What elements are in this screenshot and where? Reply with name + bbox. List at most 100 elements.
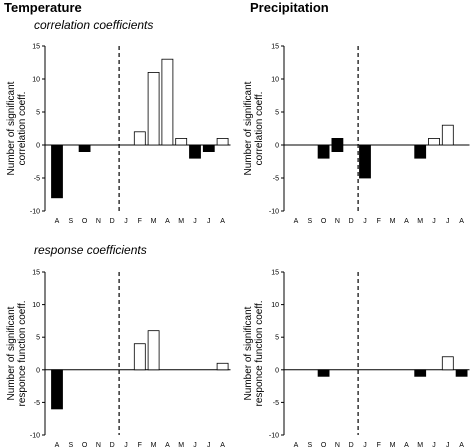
x-tick-label: M bbox=[417, 218, 423, 225]
x-tick-label: A bbox=[55, 442, 60, 448]
y-tick-label: 10 bbox=[32, 77, 40, 84]
bar bbox=[133, 343, 146, 371]
x-tick-label: J bbox=[193, 218, 197, 225]
temperature-header: Temperature bbox=[4, 0, 82, 15]
x-tick-label: M bbox=[178, 218, 184, 225]
x-tick-label: N bbox=[96, 218, 101, 225]
bar bbox=[133, 131, 146, 146]
bar bbox=[216, 362, 229, 371]
correlation-subtitle: correlation coefficients bbox=[34, 18, 154, 32]
bar bbox=[189, 144, 201, 159]
y-tick-label: 15 bbox=[271, 44, 279, 51]
x-tick-label: O bbox=[321, 442, 327, 448]
y-tick-label: -10 bbox=[269, 209, 279, 216]
y-axis-label: Number of significant responce function c… bbox=[243, 301, 265, 407]
x-tick-label: N bbox=[335, 442, 340, 448]
x-tick-label: J bbox=[124, 442, 128, 448]
y-tick-label: 0 bbox=[275, 367, 279, 374]
y-tick-label: 5 bbox=[36, 335, 40, 342]
y-axis-label: Number of significant correlation coeff. bbox=[243, 81, 265, 175]
y-tick-label: -5 bbox=[34, 400, 40, 407]
x-tick-label: M bbox=[390, 442, 396, 448]
bar bbox=[317, 369, 330, 377]
x-tick-label: A bbox=[404, 442, 409, 448]
y-axis-label-line: responce function coeff. bbox=[17, 301, 28, 407]
y-tick-label: 15 bbox=[32, 270, 40, 277]
y-axis-label-line: Number of significant bbox=[243, 306, 254, 400]
x-tick-label: M bbox=[151, 442, 157, 448]
precipitation-header: Precipitation bbox=[250, 0, 329, 15]
x-tick-label: O bbox=[82, 218, 88, 225]
bar bbox=[51, 369, 63, 410]
x-tick-label: J bbox=[363, 218, 367, 225]
y-axis-label-line: correlation coeff. bbox=[17, 92, 28, 166]
y-tick-label: -5 bbox=[273, 176, 279, 183]
x-tick-label: D bbox=[110, 442, 115, 448]
x-tick-label: A bbox=[165, 442, 170, 448]
x-tick-label: A bbox=[294, 218, 299, 225]
x-tick-label: S bbox=[307, 218, 312, 225]
x-tick-label: A bbox=[220, 218, 225, 225]
bar bbox=[78, 144, 91, 152]
x-tick-label: J bbox=[207, 218, 211, 225]
y-tick-label: 0 bbox=[36, 367, 40, 374]
x-tick-label: F bbox=[138, 218, 142, 225]
bar bbox=[428, 138, 440, 146]
x-tick-label: M bbox=[178, 442, 184, 448]
x-tick-label: A bbox=[55, 218, 60, 225]
y-axis-label-line: Number of significant bbox=[6, 306, 17, 400]
y-axis-label-line: responce function coeff. bbox=[254, 301, 265, 407]
temperature-response-chart: -10 -5 0 5 10 15 A S O N D J F M A M J J A Number of signif… bbox=[6, 270, 231, 448]
response-subtitle: response coefficients bbox=[34, 243, 147, 257]
bar bbox=[147, 330, 160, 371]
x-tick-label: J bbox=[124, 218, 128, 225]
x-tick-label: A bbox=[459, 442, 464, 448]
x-tick-label: N bbox=[335, 218, 340, 225]
x-tick-label: D bbox=[349, 218, 354, 225]
y-tick-label: 5 bbox=[275, 110, 279, 117]
x-tick-label: A bbox=[165, 218, 170, 225]
bar bbox=[359, 144, 371, 179]
x-tick-label: A bbox=[220, 442, 225, 448]
x-tick-label: D bbox=[349, 442, 354, 448]
x-tick-label: O bbox=[82, 442, 88, 448]
x-tick-label: A bbox=[404, 218, 409, 225]
bar bbox=[51, 144, 63, 199]
x-tick-label: M bbox=[390, 218, 396, 225]
y-tick-label: -10 bbox=[269, 433, 279, 440]
x-tick-label: F bbox=[377, 218, 381, 225]
y-tick-label: 10 bbox=[32, 302, 40, 309]
x-tick-label: S bbox=[68, 218, 73, 225]
x-tick-label: O bbox=[321, 218, 327, 225]
x-tick-label: S bbox=[68, 442, 73, 448]
y-tick-label: -5 bbox=[273, 400, 279, 407]
bar bbox=[331, 144, 344, 152]
precipitation-response-chart: -10 -5 0 5 10 15 A S O N D J F M A M J J A Number of signif… bbox=[243, 270, 470, 448]
x-tick-label: M bbox=[151, 218, 157, 225]
y-tick-label: 0 bbox=[275, 143, 279, 150]
bar bbox=[202, 144, 215, 152]
y-tick-label: -5 bbox=[34, 176, 40, 183]
y-tick-label: 10 bbox=[271, 77, 279, 84]
y-axis-label-line: correlation coeff. bbox=[254, 92, 265, 166]
x-tick-label: S bbox=[307, 442, 312, 448]
y-tick-label: 10 bbox=[271, 302, 279, 309]
y-tick-label: -10 bbox=[30, 433, 40, 440]
y-axis-label: Number of significant correlation coeff. bbox=[6, 81, 28, 175]
x-tick-label: N bbox=[96, 442, 101, 448]
bar bbox=[317, 144, 330, 159]
x-tick-label: J bbox=[446, 442, 450, 448]
temperature-correlation-chart: -10 -5 0 5 10 15 A S O N D J F M A M J J A Number of signif… bbox=[6, 44, 231, 225]
y-axis-label: Number of significant responce function c… bbox=[6, 301, 28, 407]
y-tick-label: 5 bbox=[275, 335, 279, 342]
x-tick-label: J bbox=[193, 442, 197, 448]
bar bbox=[414, 369, 427, 377]
x-tick-label: F bbox=[138, 442, 142, 448]
y-tick-label: -10 bbox=[30, 209, 40, 216]
precipitation-correlation-chart: -10 -5 0 5 10 15 A S O N D J F M A M J J A Number of signif… bbox=[243, 44, 470, 225]
bar bbox=[216, 138, 229, 146]
y-tick-label: 15 bbox=[32, 44, 40, 51]
x-tick-label: J bbox=[207, 442, 211, 448]
x-tick-label: J bbox=[432, 442, 436, 448]
x-tick-label: J bbox=[363, 442, 367, 448]
